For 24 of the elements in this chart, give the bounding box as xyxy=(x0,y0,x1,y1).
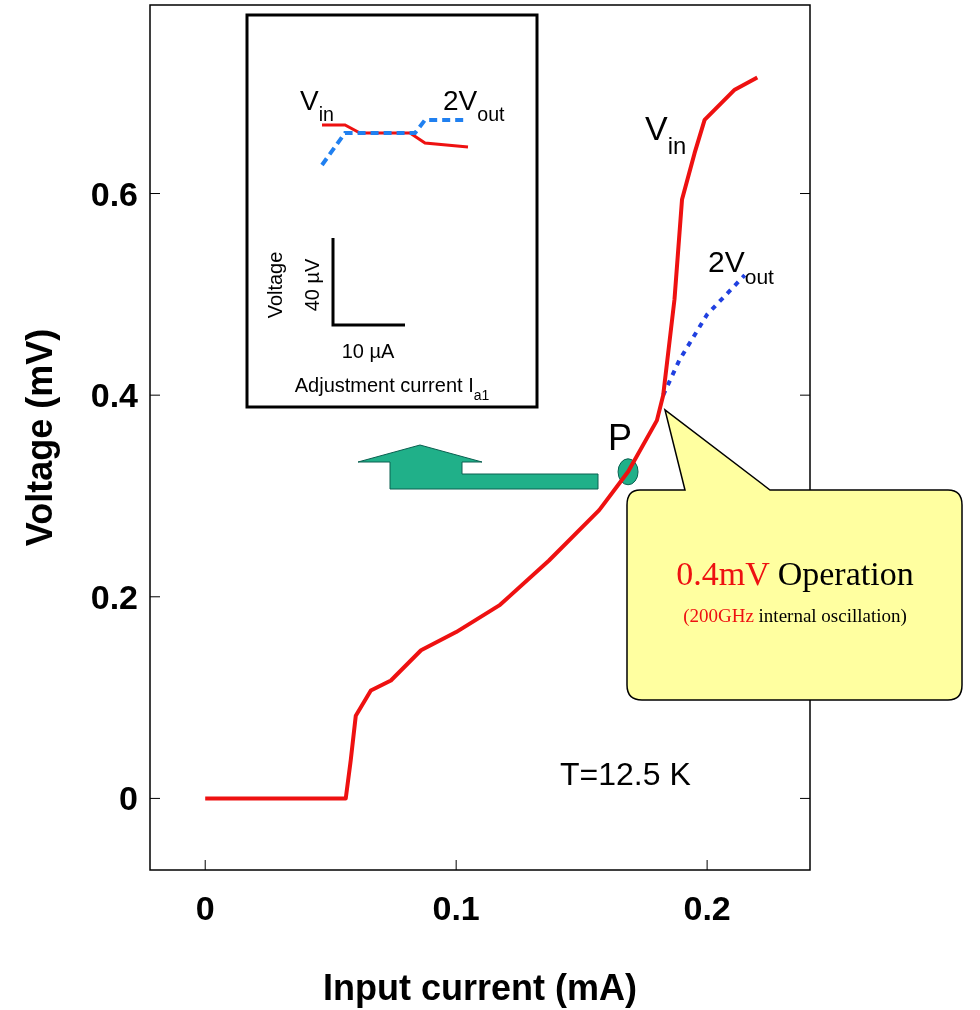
annotation: Adjustment current I$_{a1}$ xyxy=(294,374,490,403)
y-tick-label: 0.4 xyxy=(90,376,139,415)
annotation: ( xyxy=(683,605,690,627)
x-tick-label: 0.1 xyxy=(432,889,480,927)
annotation: V$_{in}$ xyxy=(300,85,334,125)
annotation: 40 µV xyxy=(301,258,323,312)
annotation: T=12.5 K xyxy=(560,756,691,792)
y-tick-label: 0 xyxy=(119,779,138,818)
x-axis-title: Input current (mA) xyxy=(323,967,637,1008)
annotation: 200GHz xyxy=(689,605,754,626)
x-tick-label: 0.2 xyxy=(683,889,731,927)
annotation: Voltage xyxy=(264,251,286,319)
x-tick-label: 0 xyxy=(195,889,215,927)
y-tick-label: 0.6 xyxy=(90,174,138,213)
annotation: Operation xyxy=(769,555,914,592)
series-label: V$_{in}$ xyxy=(645,109,687,159)
annotation: P xyxy=(608,416,633,458)
annotation: 2V$_{out}$ xyxy=(443,85,506,125)
annotation: internal oscillation) xyxy=(753,605,907,627)
series-label: 2V$_{out}$ xyxy=(708,245,775,288)
annotation: 10 µA xyxy=(341,340,395,362)
annotation: 0.4mV xyxy=(676,555,771,592)
y-axis-title: Voltage (mV) xyxy=(19,328,60,547)
y-tick-label: 0.2 xyxy=(90,577,138,616)
